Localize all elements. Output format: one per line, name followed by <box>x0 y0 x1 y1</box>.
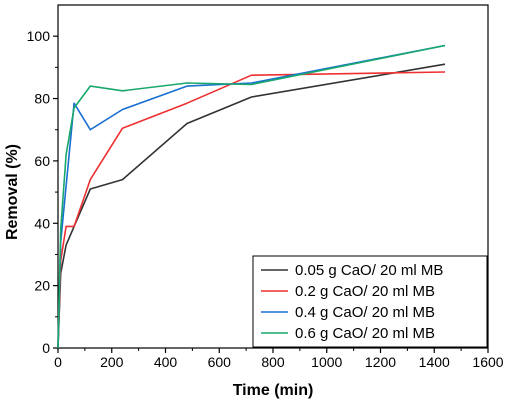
x-axis-title: Time (min) <box>233 382 314 399</box>
y-tick-label: 100 <box>27 28 51 44</box>
legend-label: 0.4 g CaO/ 20 ml MB <box>295 304 435 321</box>
x-tick-label: 1400 <box>419 354 450 370</box>
series-lines <box>57 44 446 349</box>
x-tick-label: 1000 <box>311 354 342 370</box>
legend-box <box>252 255 488 348</box>
legend-label: 0.05 g CaO/ 20 ml MB <box>295 262 443 279</box>
legend-label: 0.2 g CaO/ 20 ml MB <box>295 283 435 300</box>
x-tick-label: 200 <box>100 354 124 370</box>
y-tick-label: 60 <box>34 153 50 169</box>
series-line-4 <box>57 44 446 349</box>
x-tick-label: 0 <box>54 354 62 370</box>
x-tick-label: 800 <box>261 354 285 370</box>
series-line-1 <box>57 63 446 349</box>
x-tick-label: 400 <box>154 354 178 370</box>
axes: 0 200 400 600 800 1000 1200 1400 1600 0 20 40 60 80 10… <box>27 4 504 370</box>
x-tick-label: 1200 <box>365 354 396 370</box>
y-tick-label: 0 <box>42 340 50 356</box>
y-axis-title: Removal (%) <box>4 144 21 240</box>
y-tick-label: 40 <box>34 215 50 231</box>
legend-label: 0.6 g CaO/ 20 ml MB <box>295 325 435 342</box>
y-tick-label: 20 <box>34 278 50 294</box>
y-tick-label: 80 <box>34 91 50 107</box>
x-tick-label: 1600 <box>472 354 503 370</box>
x-tick-label: 600 <box>208 354 232 370</box>
legend: 0.05 g CaO/ 20 ml MB 0.2 g CaO/ 20 ml MB 0… <box>252 255 488 348</box>
